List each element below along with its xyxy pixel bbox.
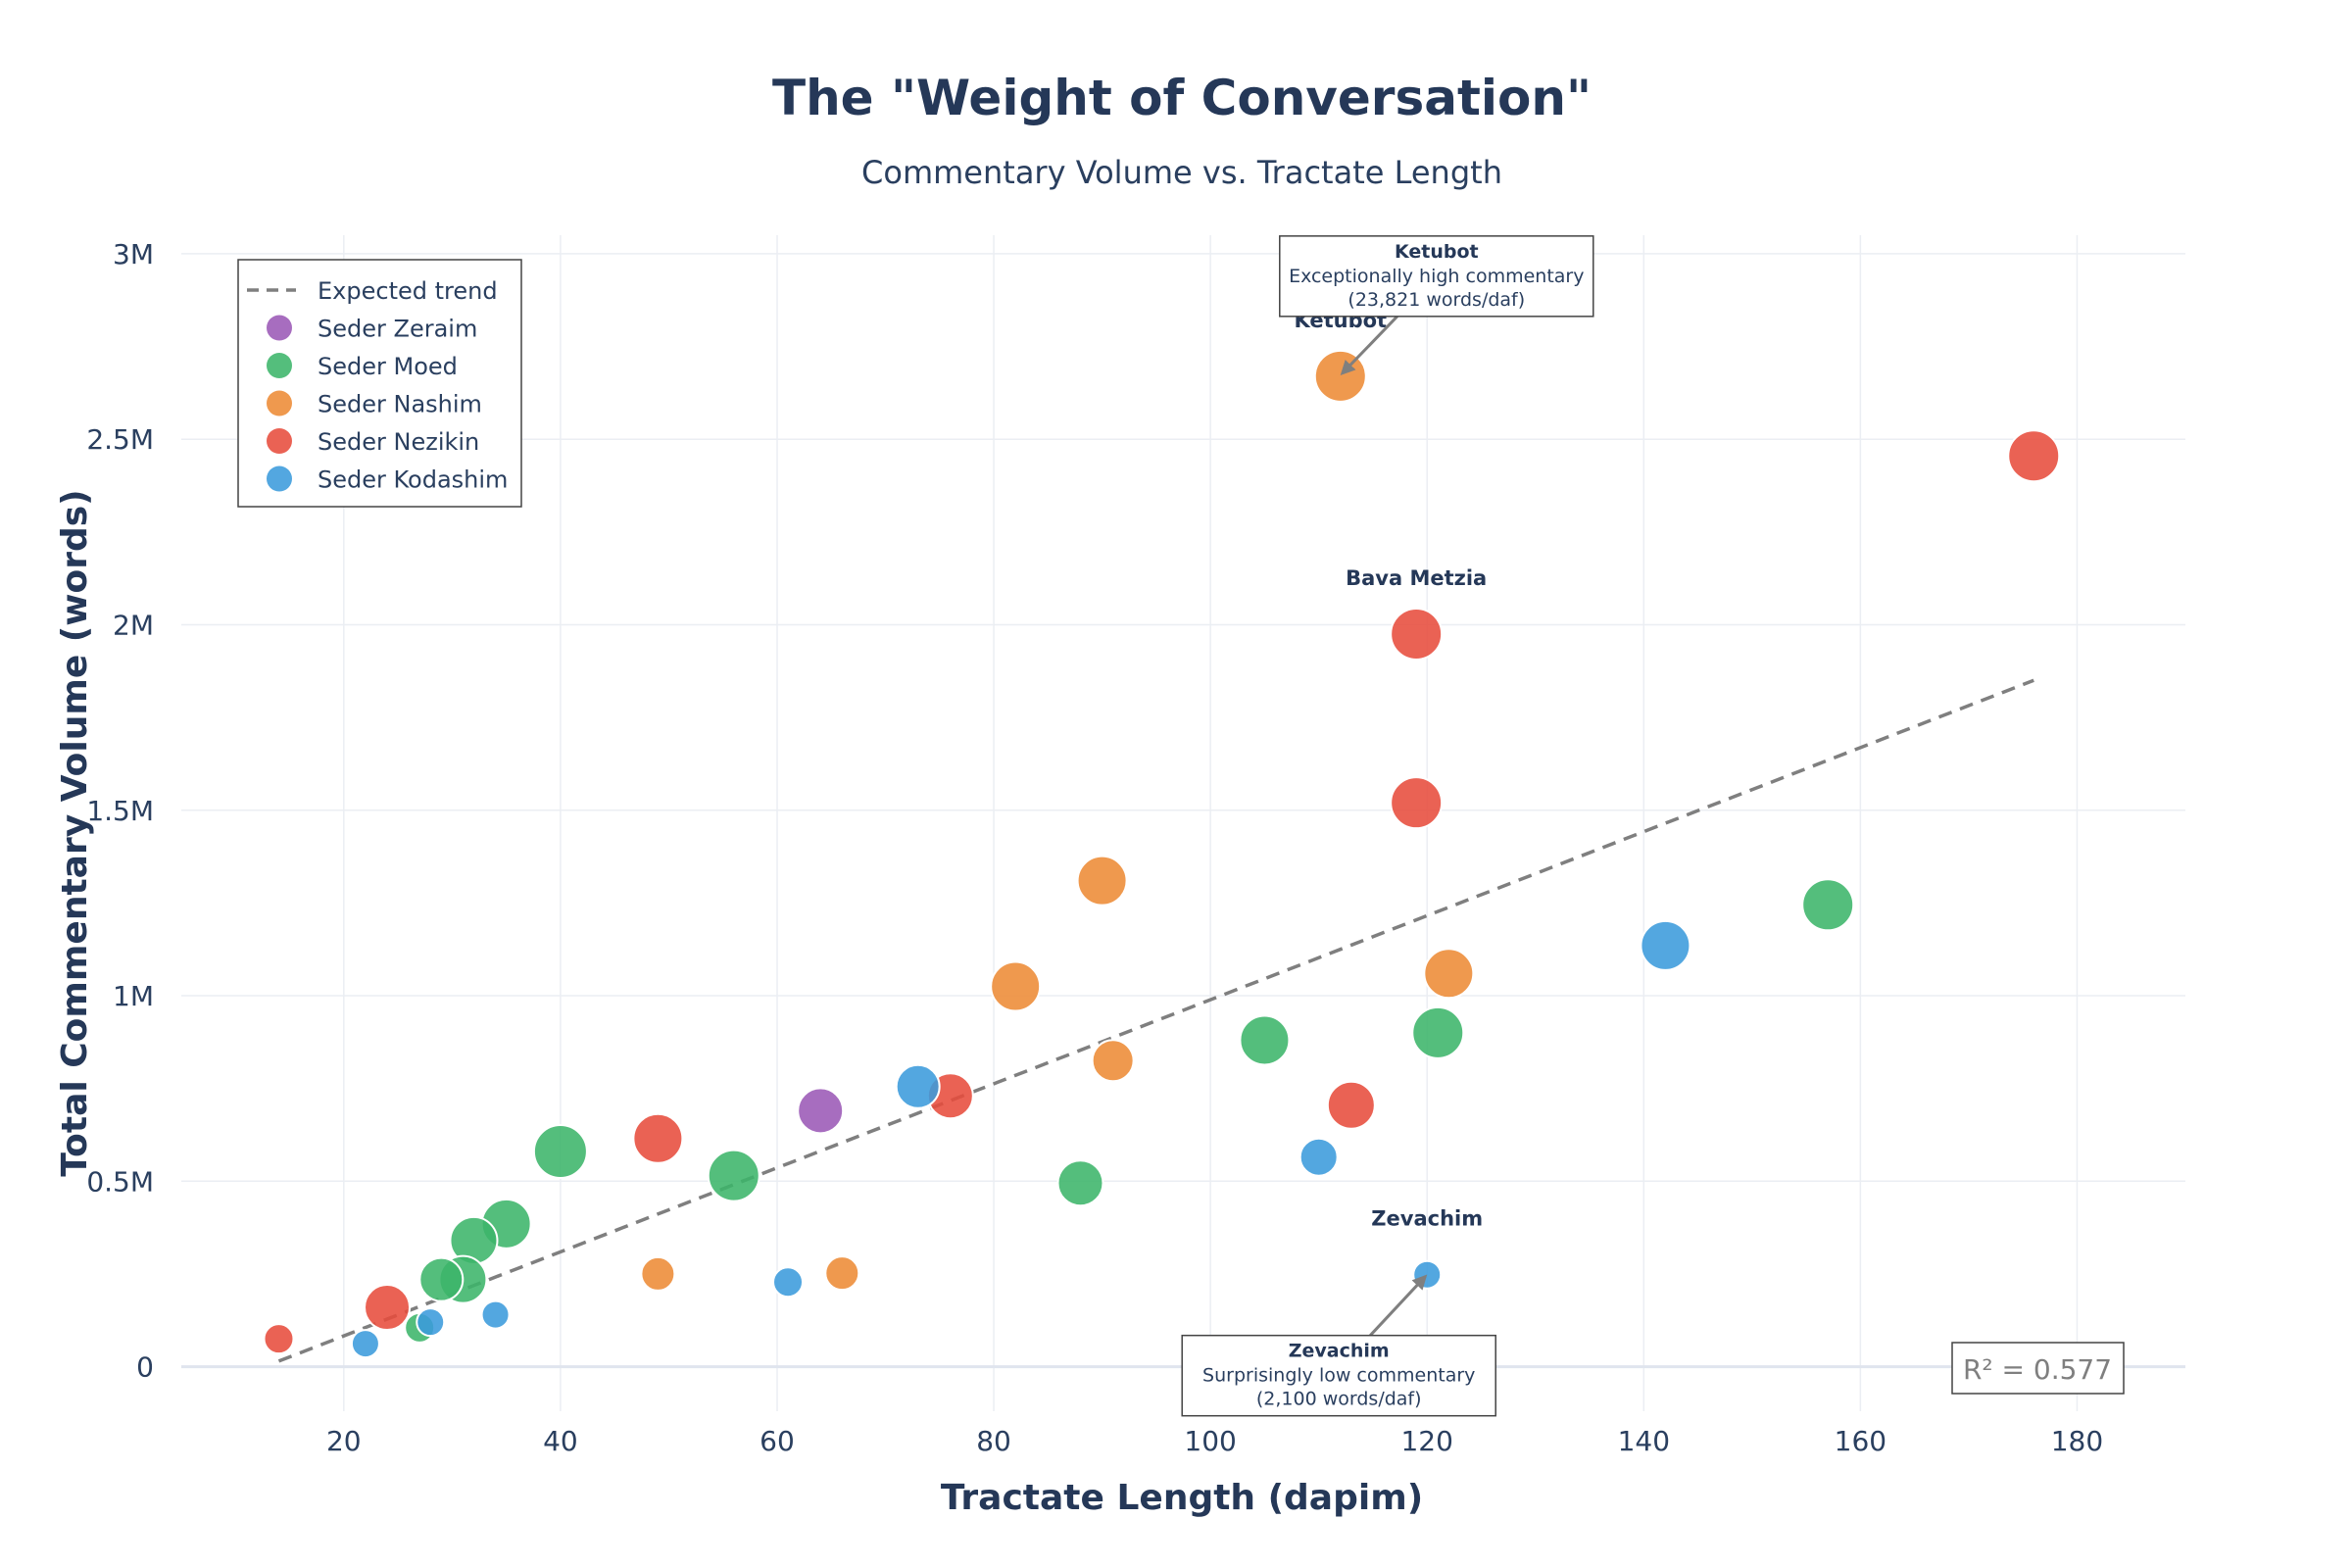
x-tick-label: 100: [1184, 1425, 1236, 1457]
legend-swatch: [267, 466, 292, 492]
y-tick-label: 2.5M: [86, 423, 154, 456]
data-point: [1239, 1014, 1291, 1066]
legend-label: Seder Nezikin: [318, 428, 479, 456]
data-point: [1076, 855, 1128, 906]
y-tick-label: 3M: [113, 238, 154, 270]
trend-line: [277, 678, 2034, 1363]
data-point: [632, 1112, 684, 1164]
x-tick-label: 40: [543, 1425, 578, 1457]
legend-label: Seder Zeraim: [318, 316, 477, 343]
chart-subtitle: Commentary Volume vs. Tractate Length: [861, 154, 1502, 191]
y-tick-label: 1M: [113, 980, 154, 1012]
annotation-arrow: [1369, 1274, 1428, 1337]
y-tick-label: 0: [136, 1351, 154, 1384]
data-point: [1091, 1039, 1135, 1083]
data-point: [1056, 1159, 1104, 1207]
data-point: [416, 1307, 446, 1338]
point-label: Zevachim: [1371, 1207, 1483, 1231]
data-point: [895, 1063, 941, 1109]
chart-title: The "Weight of Conversation": [772, 70, 1592, 126]
legend: Expected trend Seder Zeraim Seder Moed Sede…: [237, 259, 522, 508]
x-tick-label: 20: [326, 1425, 362, 1457]
data-points: [263, 349, 2061, 1359]
annotation-box: [1181, 1334, 1496, 1417]
annotation-title: Zevachim: [1289, 1341, 1390, 1362]
y-axis-title: Total Commentary Volume (words): [55, 489, 95, 1176]
legend-swatch: [267, 390, 292, 416]
legend-swatch: [267, 315, 292, 341]
data-point: [824, 1255, 860, 1292]
data-point: [1640, 919, 1691, 971]
data-point: [2007, 429, 2061, 483]
x-tick-label: 160: [1835, 1425, 1886, 1457]
annotation-line: (2,100 words/daf): [1256, 1389, 1422, 1410]
annotation-box: [1279, 235, 1594, 318]
data-point: [1390, 776, 1444, 830]
trend-line-group: [277, 678, 2034, 1363]
x-tick-label: 60: [760, 1425, 795, 1457]
annotation-line: Exceptionally high commentary: [1289, 266, 1584, 287]
data-point: [1423, 948, 1475, 1000]
x-tick-label: 120: [1400, 1425, 1452, 1457]
legend-label: Seder Kodashim: [318, 466, 508, 494]
point-label: Bava Metzia: [1346, 566, 1487, 590]
y-tick-label: 1.5M: [86, 795, 154, 827]
data-point: [772, 1266, 805, 1298]
legend-swatch: [267, 353, 292, 378]
data-point: [418, 1256, 465, 1302]
data-point: [532, 1124, 588, 1180]
data-point: [640, 1255, 676, 1292]
annotation-line: Surprisingly low commentary: [1202, 1365, 1475, 1387]
r-squared-box: R² = 0.577: [1951, 1342, 2125, 1395]
r-squared-label: R² = 0.577: [1963, 1353, 2112, 1386]
y-tick-label: 2M: [113, 609, 154, 641]
data-point: [1411, 1005, 1465, 1059]
x-tick-label: 80: [976, 1425, 1011, 1457]
annotations: Ketubot Exceptionally high commentary(23,…: [1181, 235, 1594, 1417]
legend-swatch: [267, 428, 292, 454]
data-point: [1326, 1080, 1376, 1130]
data-point: [263, 1323, 295, 1355]
data-point: [480, 1299, 511, 1330]
annotation-title: Ketubot: [1395, 241, 1479, 263]
annotation-line: (23,821 words/daf): [1348, 289, 1525, 311]
data-point: [1390, 607, 1444, 661]
data-point: [1801, 878, 1855, 932]
data-point: [1298, 1137, 1339, 1177]
data-point: [350, 1329, 380, 1359]
legend-box: [237, 259, 522, 508]
data-point: [707, 1149, 760, 1202]
data-point: [364, 1284, 412, 1332]
x-tick-label: 140: [1618, 1425, 1670, 1457]
x-axis-title: Tractate Length (dapim): [941, 1478, 1423, 1518]
y-tick-label: 0.5M: [86, 1165, 154, 1198]
data-point: [990, 960, 1042, 1012]
x-tick-label: 180: [2051, 1425, 2103, 1457]
axis-ticks: 20 40 60 80 100 120 140 160 180 0 0.5M 1M 1.5M 2M 2.5M…: [86, 238, 2103, 1457]
data-point: [797, 1087, 845, 1135]
legend-label: Seder Moed: [318, 353, 458, 380]
annotation-arrow: [1340, 315, 1398, 376]
legend-label: Seder Nashim: [318, 391, 482, 418]
legend-label: Expected trend: [318, 277, 498, 305]
